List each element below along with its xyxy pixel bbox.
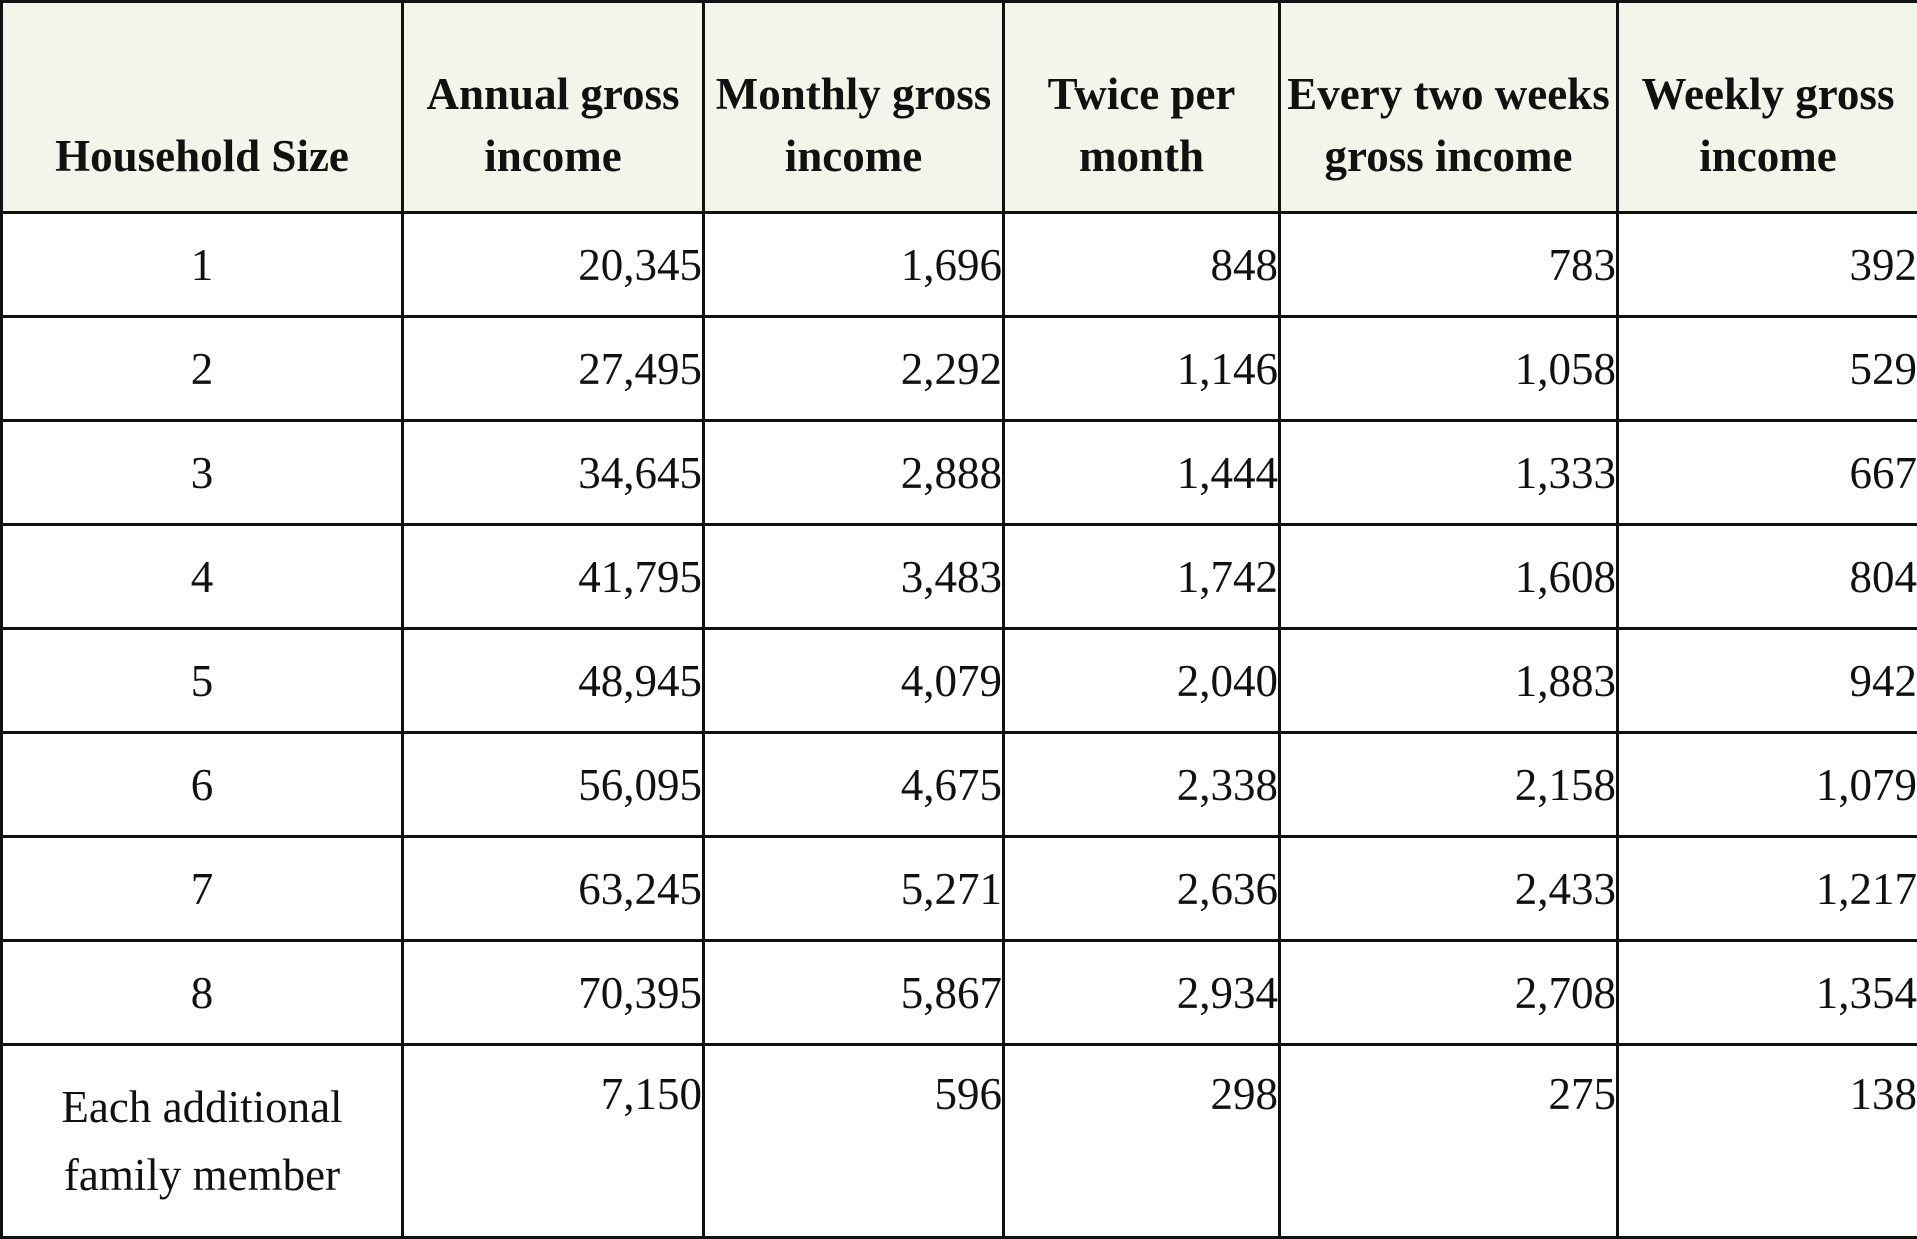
cell-household-size: 6 bbox=[2, 733, 403, 837]
cell-twice-per-month: 298 bbox=[1004, 1045, 1280, 1238]
header-line: Every two weeks bbox=[1281, 63, 1616, 125]
table-row: 5 48,945 4,079 2,040 1,883 942 bbox=[2, 629, 1917, 733]
cell-monthly: 3,483 bbox=[704, 525, 1004, 629]
cell-every-two-weeks: 2,433 bbox=[1280, 837, 1618, 941]
cell-annual: 34,645 bbox=[403, 421, 704, 525]
cell-weekly: 1,217 bbox=[1618, 837, 1917, 941]
header-line: gross income bbox=[1281, 125, 1616, 187]
cell-weekly: 392 bbox=[1618, 213, 1917, 317]
header-line: income bbox=[404, 125, 702, 187]
cell-twice-per-month: 1,742 bbox=[1004, 525, 1280, 629]
table-body: 1 20,345 1,696 848 783 392 2 27,495 2,29… bbox=[2, 213, 1917, 1238]
cell-monthly: 5,271 bbox=[704, 837, 1004, 941]
cell-weekly: 1,354 bbox=[1618, 941, 1917, 1045]
label-line: Each additional bbox=[3, 1073, 401, 1141]
cell-weekly: 529 bbox=[1618, 317, 1917, 421]
header-weekly-gross-income: Weekly gross income bbox=[1618, 2, 1917, 213]
header-every-two-weeks-gross-income: Every two weeks gross income bbox=[1280, 2, 1618, 213]
cell-household-size: 3 bbox=[2, 421, 403, 525]
cell-every-two-weeks: 1,883 bbox=[1280, 629, 1618, 733]
cell-annual: 70,395 bbox=[403, 941, 704, 1045]
table-row: 1 20,345 1,696 848 783 392 bbox=[2, 213, 1917, 317]
cell-every-two-weeks: 2,158 bbox=[1280, 733, 1618, 837]
header-line: income bbox=[1619, 125, 1917, 187]
label-line: family member bbox=[3, 1141, 401, 1209]
header-line: Annual gross bbox=[404, 63, 702, 125]
cell-household-size: 1 bbox=[2, 213, 403, 317]
cell-twice-per-month: 2,636 bbox=[1004, 837, 1280, 941]
cell-weekly: 942 bbox=[1618, 629, 1917, 733]
cell-twice-per-month: 1,444 bbox=[1004, 421, 1280, 525]
cell-annual: 20,345 bbox=[403, 213, 704, 317]
cell-annual: 7,150 bbox=[403, 1045, 704, 1238]
table-row: 4 41,795 3,483 1,742 1,608 804 bbox=[2, 525, 1917, 629]
header-annual-gross-income: Annual gross income bbox=[403, 2, 704, 213]
cell-annual: 56,095 bbox=[403, 733, 704, 837]
cell-monthly: 2,888 bbox=[704, 421, 1004, 525]
cell-monthly: 4,675 bbox=[704, 733, 1004, 837]
header-line: Household Size bbox=[3, 125, 401, 187]
cell-twice-per-month: 2,040 bbox=[1004, 629, 1280, 733]
cell-monthly: 4,079 bbox=[704, 629, 1004, 733]
header-monthly-gross-income: Monthly gross income bbox=[704, 2, 1004, 213]
cell-every-two-weeks: 2,708 bbox=[1280, 941, 1618, 1045]
cell-weekly: 138 bbox=[1618, 1045, 1917, 1238]
table-row: 6 56,095 4,675 2,338 2,158 1,079 bbox=[2, 733, 1917, 837]
cell-monthly: 5,867 bbox=[704, 941, 1004, 1045]
cell-twice-per-month: 2,934 bbox=[1004, 941, 1280, 1045]
cell-twice-per-month: 1,146 bbox=[1004, 317, 1280, 421]
cell-annual: 41,795 bbox=[403, 525, 704, 629]
table-row: 3 34,645 2,888 1,444 1,333 667 bbox=[2, 421, 1917, 525]
cell-every-two-weeks: 1,608 bbox=[1280, 525, 1618, 629]
cell-twice-per-month: 2,338 bbox=[1004, 733, 1280, 837]
cell-every-two-weeks: 275 bbox=[1280, 1045, 1618, 1238]
header-twice-per-month: Twice per month bbox=[1004, 2, 1280, 213]
cell-annual: 27,495 bbox=[403, 317, 704, 421]
table-header: Household Size Annual gross income Month… bbox=[2, 2, 1917, 213]
cell-additional-member-label: Each additional family member bbox=[2, 1045, 403, 1238]
cell-annual: 63,245 bbox=[403, 837, 704, 941]
header-line: Twice per bbox=[1005, 63, 1278, 125]
cell-every-two-weeks: 1,333 bbox=[1280, 421, 1618, 525]
table-row: 7 63,245 5,271 2,636 2,433 1,217 bbox=[2, 837, 1917, 941]
table-row: 2 27,495 2,292 1,146 1,058 529 bbox=[2, 317, 1917, 421]
cell-household-size: 4 bbox=[2, 525, 403, 629]
cell-monthly: 596 bbox=[704, 1045, 1004, 1238]
table-row: 8 70,395 5,867 2,934 2,708 1,354 bbox=[2, 941, 1917, 1045]
header-household-size: Household Size bbox=[2, 2, 403, 213]
cell-monthly: 1,696 bbox=[704, 213, 1004, 317]
header-line: Weekly gross bbox=[1619, 63, 1917, 125]
cell-weekly: 804 bbox=[1618, 525, 1917, 629]
header-row: Household Size Annual gross income Month… bbox=[2, 2, 1917, 213]
cell-household-size: 2 bbox=[2, 317, 403, 421]
cell-weekly: 667 bbox=[1618, 421, 1917, 525]
cell-monthly: 2,292 bbox=[704, 317, 1004, 421]
cell-every-two-weeks: 783 bbox=[1280, 213, 1618, 317]
cell-twice-per-month: 848 bbox=[1004, 213, 1280, 317]
cell-weekly: 1,079 bbox=[1618, 733, 1917, 837]
cell-household-size: 7 bbox=[2, 837, 403, 941]
header-line: income bbox=[705, 125, 1002, 187]
header-line: month bbox=[1005, 125, 1278, 187]
header-line: Monthly gross bbox=[705, 63, 1002, 125]
cell-annual: 48,945 bbox=[403, 629, 704, 733]
additional-member-row: Each additional family member 7,150 596 … bbox=[2, 1045, 1917, 1238]
cell-household-size: 8 bbox=[2, 941, 403, 1045]
cell-every-two-weeks: 1,058 bbox=[1280, 317, 1618, 421]
cell-household-size: 5 bbox=[2, 629, 403, 733]
